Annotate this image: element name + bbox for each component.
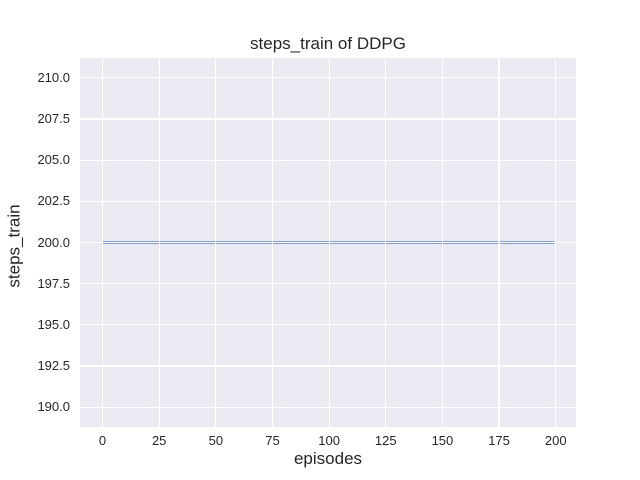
gridline-horizontal	[80, 324, 576, 326]
y-tick-label: 200.0	[37, 234, 70, 250]
y-tick-label: 205.0	[37, 152, 70, 168]
gridline-horizontal	[80, 283, 576, 285]
y-tick-label: 207.5	[37, 110, 70, 126]
x-tick-label: 25	[151, 433, 167, 448]
chart-title: steps_train of DDPG	[250, 34, 406, 53]
x-tick-label: 50	[208, 433, 224, 448]
y-tick-label: 202.5	[37, 193, 70, 209]
x-axis-label: episodes	[293, 449, 363, 468]
gridline-horizontal	[80, 241, 576, 244]
x-tick-label: 75	[265, 433, 280, 448]
x-tick-label: 100	[318, 433, 340, 448]
y-tick-label: 197.5	[37, 275, 70, 291]
x-tick-label: 175	[488, 433, 510, 448]
plot-area	[80, 58, 576, 427]
y-tick-label: 210.0	[37, 69, 70, 85]
y-tick-label: 195.0	[37, 316, 70, 332]
gridline-horizontal	[80, 200, 576, 202]
x-tick-label: 125	[374, 433, 397, 448]
y-tick-label: 190.0	[37, 399, 70, 415]
x-tick-label: 200	[544, 433, 567, 448]
gridline-horizontal	[80, 406, 576, 408]
gridline-horizontal	[80, 118, 576, 120]
gridline-horizontal	[80, 365, 576, 367]
gridline-horizontal	[80, 159, 576, 161]
gridline-horizontal	[80, 77, 576, 79]
y-tick-label: 192.5	[37, 358, 70, 374]
x-tick-label: 0	[98, 433, 107, 448]
x-tick-label: 150	[431, 433, 454, 448]
